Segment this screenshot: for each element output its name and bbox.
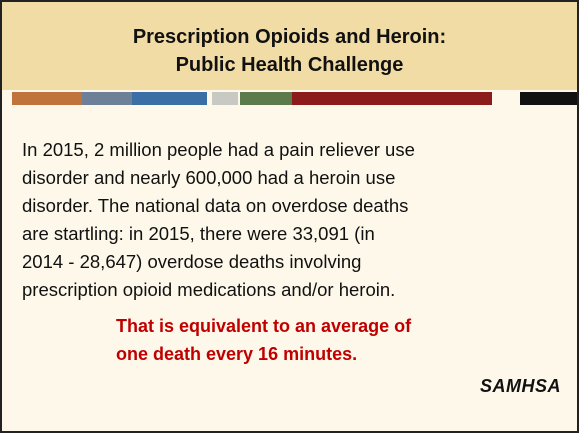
stripe-segment [82,92,132,105]
body-line: are startling: in 2015, there were 33,09… [22,223,375,244]
title-line: Public Health Challenge [175,54,404,76]
stripe-segment [212,92,238,105]
stripe-segment [240,92,292,105]
color-stripe [2,92,577,105]
stripe-segment [292,92,492,105]
body-line: disorder and nearly 600,000 had a heroin… [22,167,396,188]
logo: SAMHSA [480,376,562,396]
body-line: disorder. The national data on overdose … [22,195,409,216]
stripe-segment [520,92,577,105]
stripe-segment [132,92,207,105]
body-line: prescription opioid medications and/or h… [22,279,396,300]
title-line: Prescription Opioids and Heroin: [132,26,447,48]
stripe-segment [12,92,82,105]
header: Prescription Opioids and Heroin: Public … [2,2,577,90]
callout-line: one death every 16 minutes. [116,344,358,364]
callout-line: That is equivalent to an average of [116,316,412,336]
body-line: In 2015, 2 million people had a pain rel… [22,139,415,160]
body-line: 2014 - 28,647) overdose deaths involving [22,251,362,272]
